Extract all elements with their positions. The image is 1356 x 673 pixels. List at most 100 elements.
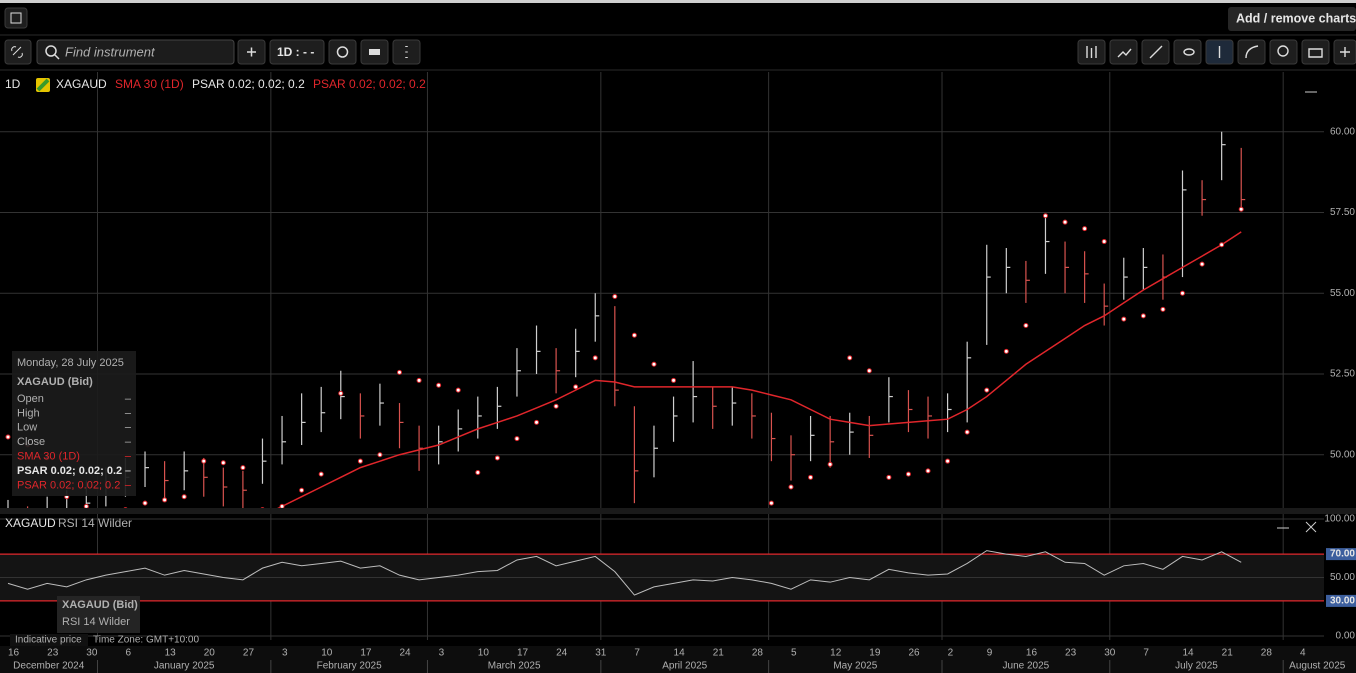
tool-button[interactable] — [1269, 39, 1298, 65]
psar-dot — [416, 377, 422, 383]
tool-button[interactable] — [1301, 39, 1330, 65]
tooltip-value: – — [125, 479, 132, 491]
month-label: March 2025 — [488, 661, 541, 672]
refresh-button[interactable] — [328, 39, 357, 65]
psar-dot — [631, 332, 637, 338]
month-label: June 2025 — [1003, 661, 1050, 672]
month-label: February 2025 — [317, 661, 382, 672]
rsi-tooltip — [57, 596, 140, 633]
tooltip-instrument: XAGAUD (Bid) — [17, 376, 93, 388]
tooltip-value: – — [125, 407, 132, 419]
tooltip-label: Open — [17, 393, 44, 405]
psar-dot — [279, 503, 285, 508]
x-tick-label: 10 — [321, 648, 333, 659]
psar-dot — [671, 377, 677, 383]
psar-dot — [866, 368, 872, 374]
tooltip-label: High — [17, 407, 40, 419]
x-tick-label: 21 — [1222, 648, 1234, 659]
x-tick-label: 27 — [243, 648, 255, 659]
tooltip-label: Low — [17, 422, 37, 434]
tooltip-value: – — [125, 436, 132, 448]
sma-line — [277, 231, 1242, 508]
x-tick-label: 30 — [86, 648, 98, 659]
psar-dot — [768, 500, 774, 506]
tooltip-date: Monday, 28 July 2025 — [17, 357, 124, 369]
y-tick-label: 60.00 — [1330, 126, 1355, 137]
tool-button[interactable] — [1237, 39, 1266, 65]
x-tick-label: 5 — [791, 648, 797, 659]
add-remove-button[interactable] — [1228, 7, 1356, 31]
level-label-bg — [1326, 594, 1356, 607]
x-tick-label: 4 — [1300, 648, 1306, 659]
interval-button[interactable] — [269, 39, 325, 65]
x-axis-bg — [0, 646, 1356, 673]
y-tick-label: 0.00 — [1336, 631, 1356, 642]
plus-icon — [247, 47, 256, 57]
psar-dot — [514, 436, 520, 442]
layout-icon — [10, 12, 22, 24]
psar-dot — [1219, 242, 1225, 248]
tool-button[interactable] — [1173, 39, 1202, 65]
psar-dot — [945, 458, 951, 464]
psar-dot — [494, 455, 500, 461]
grid — [0, 72, 1324, 640]
psar-dot — [299, 487, 305, 493]
x-tick-label: 20 — [204, 648, 216, 659]
tooltip-label: PSAR 0.02; 0.02; 0.2 — [17, 479, 120, 491]
x-tick-label: 16 — [1026, 648, 1038, 659]
psar-dot — [651, 361, 657, 367]
rsi-symbol: XAGAUD — [5, 516, 56, 530]
tooltip-label: Close — [17, 436, 45, 448]
axes: 50.00 52.50 55.00 57.50 60.00 0.00 30.00 50.00 7… — [1324, 126, 1356, 642]
psar-dot — [397, 369, 402, 375]
x-tick-label: 31 — [595, 648, 607, 659]
psar-dot — [1121, 316, 1127, 322]
level-label-bg — [1326, 548, 1356, 561]
psar-dot — [318, 471, 324, 477]
link-button[interactable] — [4, 39, 32, 65]
x-tick-label: 7 — [634, 648, 640, 659]
x-tick-label: 17 — [360, 648, 372, 659]
month-label: July 2025 — [1175, 661, 1218, 672]
month-label: January 2025 — [154, 661, 215, 672]
psar-dot — [886, 474, 892, 480]
x-tick-label: 23 — [47, 648, 59, 659]
x-tick-label: 13 — [165, 648, 177, 659]
psar-dot — [162, 497, 168, 503]
layout-button[interactable] — [4, 7, 28, 29]
search-input[interactable] — [36, 39, 235, 65]
legend-psar: PSAR 0.02; 0.02; 0.2 — [192, 77, 305, 91]
y-tick-label: 50.00 — [1330, 449, 1355, 460]
x-tick-label: 14 — [674, 648, 686, 659]
close-icon[interactable] — [1305, 521, 1317, 533]
tooltip-value: – — [125, 465, 131, 477]
psar-dot — [1160, 306, 1166, 312]
psar-dot — [5, 434, 11, 440]
psar-dot — [142, 500, 148, 506]
panel-separator — [0, 508, 1356, 514]
y-tick-label: 55.00 — [1330, 288, 1355, 299]
x-tick-label: 19 — [869, 648, 881, 659]
psar-dot — [357, 458, 363, 464]
tooltip-value: – — [125, 451, 132, 463]
month-label: May 2025 — [833, 661, 877, 672]
psar-dot — [338, 390, 344, 396]
psar-dot — [475, 469, 481, 475]
x-tick-label: 10 — [478, 648, 490, 659]
symbol: XAGAUD — [56, 77, 107, 91]
x-tick-label: 16 — [8, 648, 20, 659]
y-tick-label: 57.50 — [1330, 207, 1355, 218]
x-tick-label: 21 — [713, 648, 725, 659]
psar-dot — [240, 465, 246, 471]
link-icon — [11, 46, 23, 58]
x-tick-label: 7 — [1143, 648, 1149, 659]
add-remove-label: Add / remove charts — [1236, 11, 1356, 25]
psar-dot — [436, 382, 442, 388]
timezone: Time Zone: GMT+10:00 — [93, 635, 199, 646]
x-tick-label: 14 — [1183, 648, 1195, 659]
price-type-box — [10, 634, 88, 646]
x-tick-label: 28 — [752, 648, 764, 659]
psar-dot — [553, 403, 559, 409]
y-tick-label: 30.00 — [1330, 596, 1355, 607]
